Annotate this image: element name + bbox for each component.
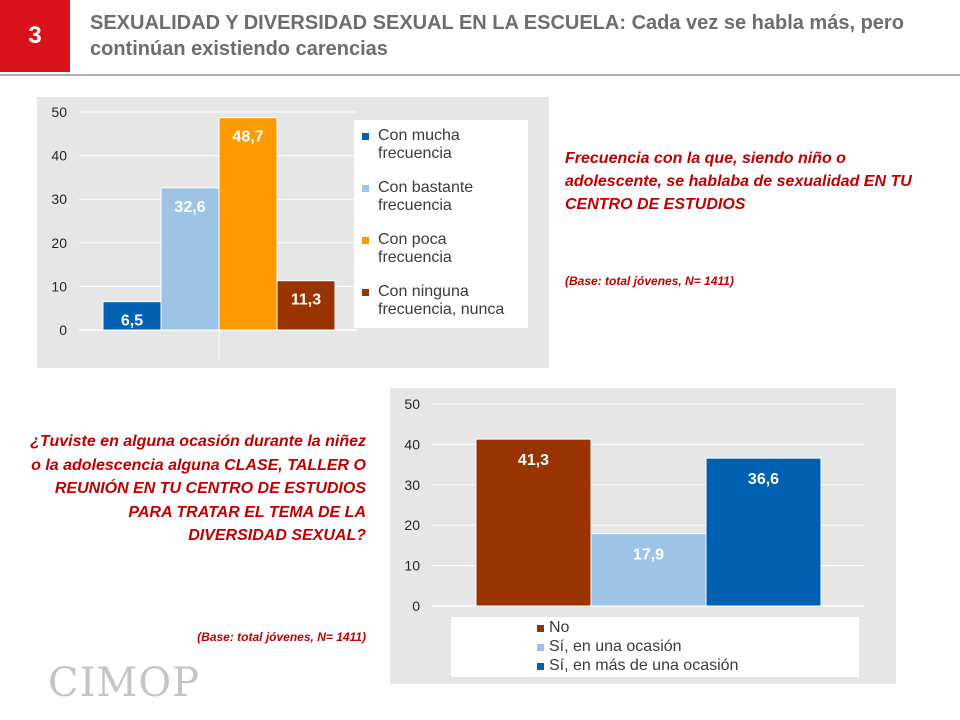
legend-item: Con bastante frecuencia [362, 179, 473, 215]
y-tick-label: 30 [51, 191, 67, 207]
y-tick-label: 40 [404, 436, 420, 452]
bar [705, 457, 822, 607]
legend-item: Sí, en una ocasión [537, 638, 682, 656]
bar [590, 533, 707, 607]
bar-value-label: 11,3 [291, 292, 321, 309]
y-tick-label: 40 [51, 148, 67, 164]
y-tick-label: 0 [412, 598, 420, 614]
page-title: SEXUALIDAD Y DIVERSIDAD SEXUAL EN LA ESC… [90, 12, 904, 60]
legend-item: Sí, en más de una ocasión [537, 657, 738, 675]
y-tick-label: 0 [59, 322, 67, 338]
legend-item: Con poca frecuencia [362, 231, 452, 267]
legend-item: Con ninguna frecuencia, nunca [362, 283, 504, 319]
legend-label: Con bastante [378, 179, 474, 196]
bar [475, 438, 592, 607]
chart1-legend: Con mucha frecuencia Con bastante frecue… [354, 120, 528, 328]
y-tick-label: 30 [404, 477, 420, 493]
legend-label: frecuencia [378, 145, 452, 162]
legend-label: Sí, en una ocasión [549, 638, 682, 655]
legend-swatch [537, 663, 544, 670]
section-number-badge: 3 [0, 0, 70, 72]
bar-value-label: 36,6 [748, 471, 779, 488]
legend-item: Con mucha frecuencia [362, 127, 460, 163]
question2-base: (Base: total jóvenes, N= 1411) [197, 630, 366, 644]
question1-text: Frecuencia con la que, siendo niño o ado… [565, 147, 935, 216]
y-tick-label: 50 [404, 396, 420, 412]
legend-swatch [362, 289, 369, 296]
bar [160, 187, 220, 331]
y-tick-label: 10 [404, 558, 420, 574]
y-tick-label: 50 [51, 104, 67, 120]
legend-label: Con ninguna [378, 283, 469, 300]
legend-label: No [549, 619, 570, 636]
header-bar: 3 SEXUALIDAD Y DIVERSIDAD SEXUAL EN LA E… [0, 0, 960, 76]
bar-value-label: 41,3 [518, 452, 549, 469]
legend-label: frecuencia, nunca [378, 301, 505, 318]
legend-label: Con mucha [378, 127, 460, 144]
question2-text: ¿Tuviste en alguna ocasión durante la ni… [30, 430, 366, 548]
legend-label: frecuencia [378, 249, 452, 266]
bar-value-label: 17,9 [633, 547, 664, 564]
y-tick-label: 20 [51, 235, 67, 251]
legend-swatch [537, 644, 544, 651]
y-tick-label: 10 [51, 278, 67, 294]
question1-base: (Base: total jóvenes, N= 1411) [565, 274, 734, 288]
legend-swatch [362, 185, 369, 192]
legend-item: No [537, 619, 569, 637]
question1-part1: Frecuencia con la que, siendo niño o ado… [565, 150, 864, 190]
legend-swatch [362, 237, 369, 244]
chart2-legend: No Sí, en una ocasión Sí, en más de una … [451, 617, 859, 677]
y-tick-label: 20 [404, 517, 420, 533]
bar-value-label: 32,6 [174, 199, 205, 216]
bar-value-label: 6,5 [121, 313, 143, 330]
chart2-svg: 0 10 20 30 40 50 41,3 17,9 36,6 [404, 396, 864, 614]
legend-label: frecuencia [378, 197, 452, 214]
question2-part1: ¿Tuviste en alguna ocasión durante la ni… [30, 433, 366, 474]
question1-part2: EN TU CENTRO DE ESTUDIOS [565, 173, 912, 213]
question2-part2: CLASE, TALLER O REUNIÓN EN TU CENTRO DE … [54, 456, 366, 545]
legend-swatch [537, 625, 544, 632]
bar [218, 117, 278, 331]
bar-value-label: 48,7 [232, 129, 263, 146]
chart1-svg: 0 10 20 30 40 50 6,5 32,6 48,7 11,3 [51, 104, 357, 360]
legend-label: Sí, en más de una ocasión [549, 657, 739, 674]
cimop-logo: CIMOP [48, 660, 201, 706]
legend-swatch [362, 133, 369, 140]
legend-label: Con poca [378, 231, 447, 248]
bar [276, 280, 336, 331]
